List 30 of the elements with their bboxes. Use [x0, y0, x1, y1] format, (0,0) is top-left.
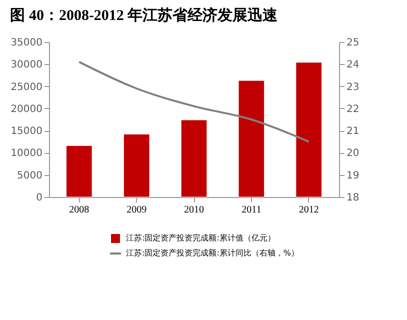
legend-label: 江苏:固定资产投资完成额:累计同比（右轴，%） — [126, 248, 299, 258]
y-tick-label: 0 — [36, 192, 42, 204]
x-tick-label: 2010 — [184, 204, 204, 216]
y2-tick-label: 18 — [346, 192, 360, 204]
x-tick-label: 2012 — [298, 204, 319, 216]
legend-label: 江苏:固定资产投资完成额:累计值（亿元） — [126, 234, 276, 242]
y2-tick-label: 19 — [346, 170, 360, 182]
line-series — [78, 60, 310, 143]
y-tick-label: 30000 — [10, 60, 42, 71]
y-tick-label: 20000 — [10, 104, 42, 115]
y2-tick-label: 25 — [346, 38, 360, 48]
bar — [66, 145, 92, 198]
y2-tick-label: 22 — [346, 104, 360, 115]
y2-tick-label: 23 — [346, 82, 360, 93]
x-tick-label: 2008 — [69, 204, 90, 216]
y-tick-label: 25000 — [10, 82, 42, 93]
y2-tick-label: 24 — [346, 60, 360, 71]
bar — [123, 134, 150, 198]
bar — [180, 120, 208, 198]
chart-title: 图 40：2008-2012 年江苏省经济发展迅速 — [10, 6, 279, 24]
y2-tick-label: 20 — [346, 148, 360, 160]
x-tick-label: 2009 — [126, 204, 147, 216]
y-tick-label: 35000 — [10, 38, 42, 48]
y-tick-label: 5000 — [17, 170, 42, 182]
y-tick-label: 15000 — [10, 126, 42, 138]
bar — [238, 80, 265, 198]
y-tick-label: 10000 — [10, 148, 42, 160]
bar — [296, 62, 322, 198]
y2-tick-label: 21 — [346, 126, 360, 138]
x-tick-label: 2011 — [242, 204, 262, 216]
